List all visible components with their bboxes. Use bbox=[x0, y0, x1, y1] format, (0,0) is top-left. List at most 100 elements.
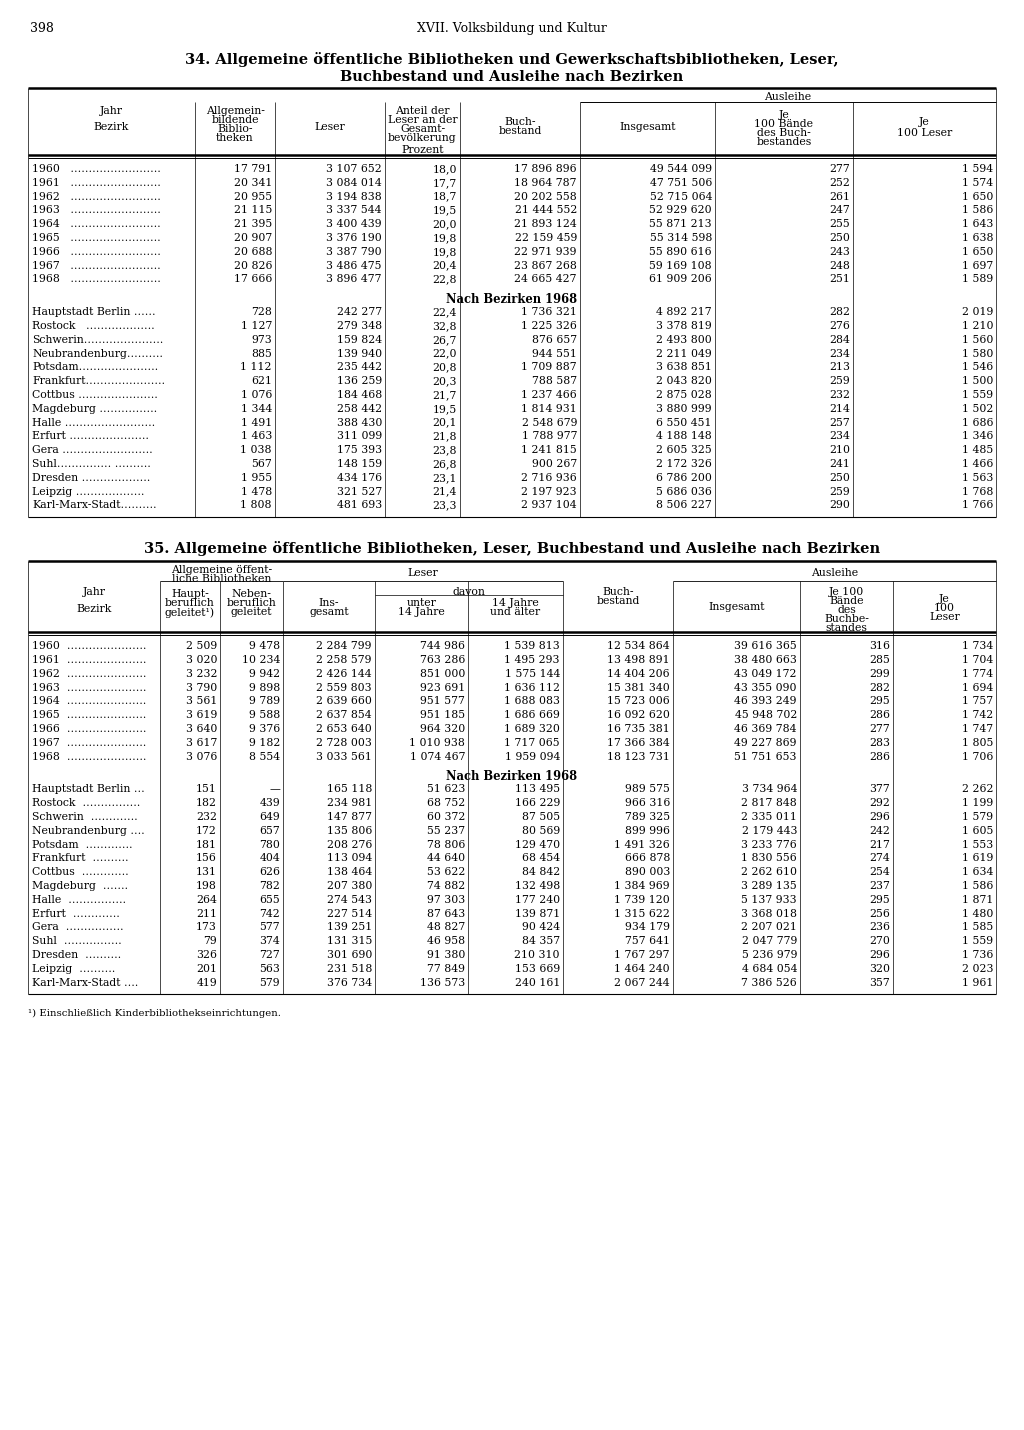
Text: Erfurt  ………….: Erfurt …………. bbox=[32, 908, 120, 918]
Text: XVII. Volksbildung und Kultur: XVII. Volksbildung und Kultur bbox=[417, 21, 607, 34]
Text: 68 454: 68 454 bbox=[522, 854, 560, 864]
Text: 4 892 217: 4 892 217 bbox=[656, 307, 712, 317]
Text: 890 003: 890 003 bbox=[625, 867, 670, 877]
Text: 19,5: 19,5 bbox=[433, 206, 457, 216]
Text: Cottbus ………………….: Cottbus …………………. bbox=[32, 390, 158, 400]
Text: 885: 885 bbox=[251, 349, 272, 359]
Text: 2 728 003: 2 728 003 bbox=[316, 738, 372, 748]
Text: 131 315: 131 315 bbox=[327, 937, 372, 947]
Text: 259: 259 bbox=[829, 486, 850, 496]
Text: 9 789: 9 789 bbox=[249, 696, 280, 706]
Text: 2 047 779: 2 047 779 bbox=[741, 937, 797, 947]
Text: 1 237 466: 1 237 466 bbox=[521, 390, 577, 400]
Text: 2 284 799: 2 284 799 bbox=[316, 641, 372, 651]
Text: 1960   …………………….: 1960 ……………………. bbox=[32, 164, 161, 174]
Text: 51 623: 51 623 bbox=[427, 785, 465, 795]
Text: 2 262 610: 2 262 610 bbox=[741, 867, 797, 877]
Text: Cottbus  ………….: Cottbus …………. bbox=[32, 867, 129, 877]
Text: 321 527: 321 527 bbox=[337, 486, 382, 496]
Text: 17 666: 17 666 bbox=[233, 275, 272, 285]
Text: geleitet¹): geleitet¹) bbox=[165, 608, 215, 618]
Text: 3 107 652: 3 107 652 bbox=[327, 164, 382, 174]
Text: 132 498: 132 498 bbox=[515, 881, 560, 891]
Text: Leser: Leser bbox=[314, 122, 345, 132]
Text: 1961   …………………….: 1961 ……………………. bbox=[32, 177, 161, 187]
Text: Leser: Leser bbox=[408, 568, 438, 578]
Text: Leipzig  ……….: Leipzig ………. bbox=[32, 964, 116, 974]
Text: Allgemeine öffent-: Allgemeine öffent- bbox=[171, 565, 272, 575]
Text: 7 386 526: 7 386 526 bbox=[741, 978, 797, 988]
Text: 153 669: 153 669 bbox=[515, 964, 560, 974]
Text: 1 074 467: 1 074 467 bbox=[410, 752, 465, 762]
Text: 2 509: 2 509 bbox=[185, 641, 217, 651]
Text: Jahr: Jahr bbox=[100, 106, 123, 116]
Text: 148 159: 148 159 bbox=[337, 459, 382, 469]
Text: 24 665 427: 24 665 427 bbox=[514, 275, 577, 285]
Text: Nach Bezirken 1968: Nach Bezirken 1968 bbox=[446, 293, 578, 306]
Text: 1 563: 1 563 bbox=[962, 473, 993, 483]
Text: Halle …………………….: Halle ……………………. bbox=[32, 418, 155, 428]
Text: 283: 283 bbox=[869, 738, 890, 748]
Text: 236: 236 bbox=[869, 922, 890, 932]
Text: 23,1: 23,1 bbox=[432, 473, 457, 483]
Text: 419: 419 bbox=[197, 978, 217, 988]
Text: 38 480 663: 38 480 663 bbox=[734, 655, 797, 665]
Text: 1 076: 1 076 bbox=[241, 390, 272, 400]
Text: 1 495 293: 1 495 293 bbox=[505, 655, 560, 665]
Text: 248: 248 bbox=[829, 260, 850, 270]
Text: 20,8: 20,8 bbox=[432, 362, 457, 372]
Text: 989 575: 989 575 bbox=[625, 785, 670, 795]
Text: 35. Allgemeine öffentliche Bibliotheken, Leser, Buchbestand und Ausleihe nach Be: 35. Allgemeine öffentliche Bibliotheken,… bbox=[144, 541, 880, 556]
Text: Ausleihe: Ausleihe bbox=[811, 568, 858, 578]
Text: Neubrandenburg……….: Neubrandenburg………. bbox=[32, 349, 163, 359]
Text: beruflich: beruflich bbox=[165, 598, 215, 608]
Text: 3 640: 3 640 bbox=[185, 724, 217, 734]
Text: 1 553: 1 553 bbox=[962, 839, 993, 849]
Text: 19,8: 19,8 bbox=[432, 247, 457, 257]
Text: 789 325: 789 325 bbox=[625, 812, 670, 822]
Text: 136 259: 136 259 bbox=[337, 376, 382, 386]
Text: 1 225 326: 1 225 326 bbox=[521, 320, 577, 330]
Text: 3 289 135: 3 289 135 bbox=[741, 881, 797, 891]
Text: 1 768: 1 768 bbox=[962, 486, 993, 496]
Text: 1 605: 1 605 bbox=[962, 825, 993, 835]
Text: 256: 256 bbox=[869, 908, 890, 918]
Text: 55 314 598: 55 314 598 bbox=[649, 233, 712, 243]
Text: 1 575 144: 1 575 144 bbox=[505, 669, 560, 679]
Text: 252: 252 bbox=[829, 177, 850, 187]
Text: 19,8: 19,8 bbox=[432, 233, 457, 243]
Text: 1 757: 1 757 bbox=[962, 696, 993, 706]
Text: 320: 320 bbox=[869, 964, 890, 974]
Text: 326: 326 bbox=[196, 950, 217, 960]
Text: 21 115: 21 115 bbox=[233, 206, 272, 216]
Text: 22,4: 22,4 bbox=[432, 307, 457, 317]
Text: 55 871 213: 55 871 213 bbox=[649, 219, 712, 229]
Text: 1961  ………………….: 1961 …………………. bbox=[32, 655, 146, 665]
Text: 434 176: 434 176 bbox=[337, 473, 382, 483]
Text: 242 277: 242 277 bbox=[337, 307, 382, 317]
Text: 1 643: 1 643 bbox=[962, 219, 993, 229]
Text: 234: 234 bbox=[829, 432, 850, 442]
Text: 900 267: 900 267 bbox=[531, 459, 577, 469]
Text: 49 544 099: 49 544 099 bbox=[650, 164, 712, 174]
Text: 934 179: 934 179 bbox=[625, 922, 670, 932]
Text: 208 276: 208 276 bbox=[327, 839, 372, 849]
Text: 2 211 049: 2 211 049 bbox=[656, 349, 712, 359]
Text: 666 878: 666 878 bbox=[625, 854, 670, 864]
Text: 1 766: 1 766 bbox=[962, 500, 993, 511]
Text: Frankfurt  ……….: Frankfurt ………. bbox=[32, 854, 128, 864]
Text: 80 569: 80 569 bbox=[522, 825, 560, 835]
Text: 3 084 014: 3 084 014 bbox=[327, 177, 382, 187]
Text: 9 182: 9 182 bbox=[249, 738, 280, 748]
Text: 2 262: 2 262 bbox=[962, 785, 993, 795]
Text: des Buch-: des Buch- bbox=[757, 129, 811, 139]
Text: Erfurt ………………….: Erfurt …………………. bbox=[32, 432, 148, 442]
Text: 32,8: 32,8 bbox=[432, 320, 457, 330]
Text: 728: 728 bbox=[251, 307, 272, 317]
Text: 3 561: 3 561 bbox=[185, 696, 217, 706]
Text: 1 871: 1 871 bbox=[962, 895, 993, 905]
Text: 1 210: 1 210 bbox=[962, 320, 993, 330]
Text: Jahr: Jahr bbox=[83, 588, 105, 598]
Text: Ausleihe: Ausleihe bbox=[765, 92, 812, 102]
Text: 3 896 477: 3 896 477 bbox=[327, 275, 382, 285]
